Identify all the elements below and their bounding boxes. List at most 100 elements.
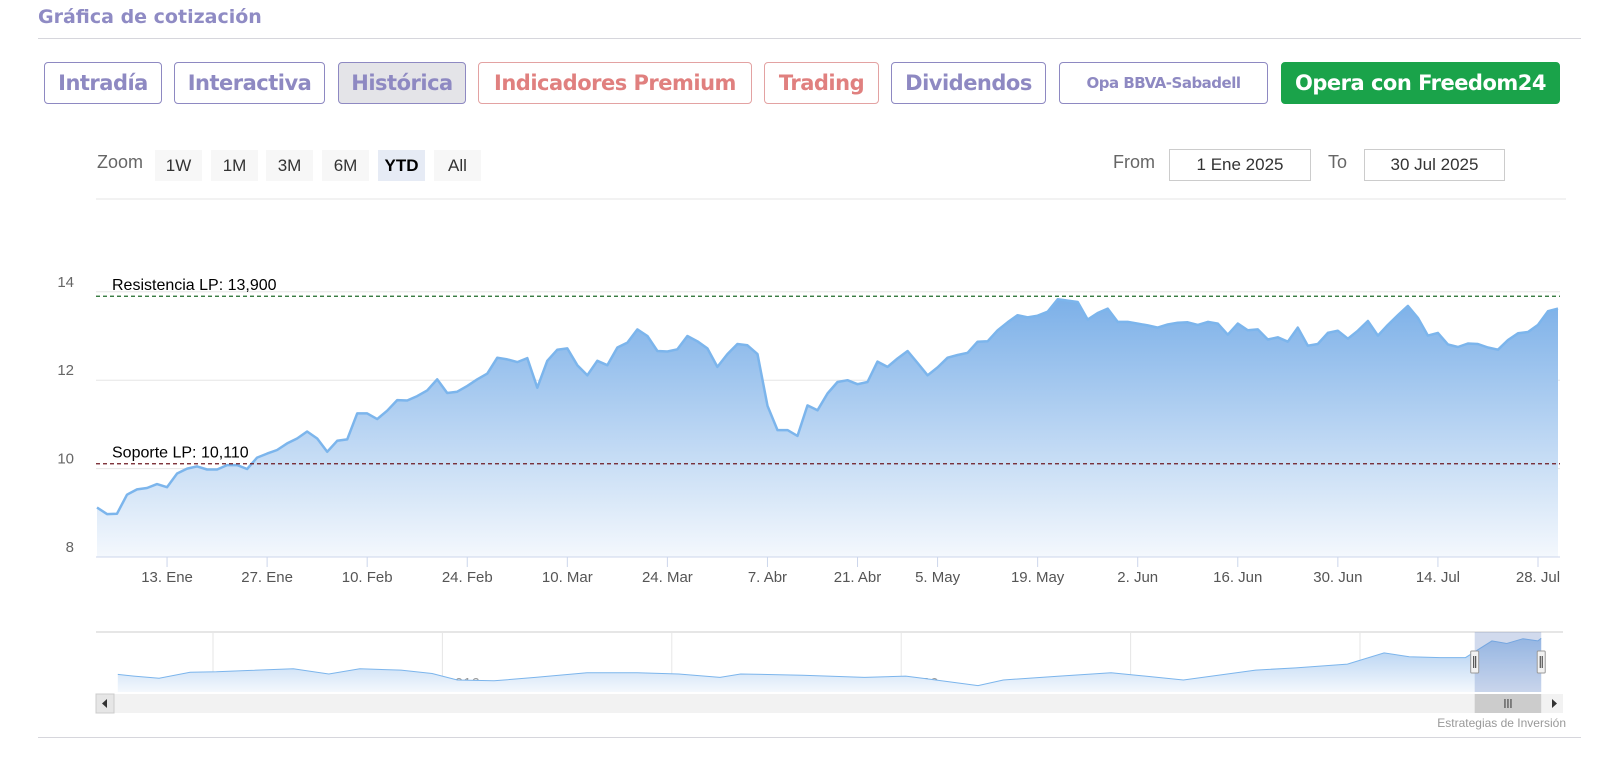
data-point	[916, 361, 920, 365]
data-point	[635, 327, 639, 331]
data-point	[145, 486, 149, 490]
data-point	[475, 377, 479, 381]
data-point	[405, 399, 409, 403]
data-point	[1106, 307, 1110, 311]
data-point	[1546, 309, 1550, 313]
data-point	[425, 388, 429, 392]
navigator-right-handle[interactable]	[1536, 650, 1546, 674]
data-point	[465, 384, 469, 388]
data-point	[1516, 331, 1520, 335]
data-point	[1536, 323, 1540, 327]
data-point	[1016, 313, 1020, 317]
data-point	[725, 352, 729, 356]
tab-dividendos[interactable]: Dividendos	[891, 62, 1046, 104]
from-label: From	[1113, 152, 1155, 172]
data-point	[365, 411, 369, 415]
x-tick-label: 19. May	[1011, 569, 1065, 586]
data-point	[1166, 323, 1170, 327]
navigator-left-handle[interactable]	[1470, 650, 1480, 674]
data-point	[95, 505, 99, 509]
tab-interactiva[interactable]: Interactiva	[174, 62, 325, 104]
navigator[interactable]: 201420162018202020222024	[96, 631, 1563, 692]
data-point	[295, 437, 299, 441]
x-tick-label: 27. Ene	[241, 569, 293, 586]
data-point	[856, 382, 860, 386]
data-point	[585, 373, 589, 377]
data-point	[595, 359, 599, 363]
data-point	[495, 356, 499, 360]
scroll-right-button[interactable]	[1545, 694, 1563, 713]
bottom-divider	[38, 737, 1581, 738]
data-point	[1326, 331, 1330, 335]
zoom-1w-button[interactable]: 1W	[155, 150, 202, 181]
data-point	[1236, 322, 1240, 326]
scrollbar[interactable]	[95, 693, 1563, 714]
data-point	[345, 437, 349, 441]
data-point	[115, 512, 119, 516]
data-point	[535, 386, 539, 390]
data-point	[1346, 337, 1350, 341]
data-point	[665, 349, 669, 353]
tab-indicadores-premium[interactable]: Indicadores Premium	[478, 62, 752, 104]
title-divider	[38, 38, 1581, 39]
data-point	[435, 377, 439, 381]
data-point	[936, 365, 940, 369]
navigator-selection[interactable]	[1474, 632, 1542, 692]
data-point	[1486, 345, 1490, 349]
tab-intradia[interactable]: Intradía	[44, 62, 162, 104]
data-point	[1506, 338, 1510, 342]
data-point	[1146, 323, 1150, 327]
data-point	[305, 429, 309, 433]
data-point	[976, 340, 980, 344]
zoom-1m-button[interactable]: 1M	[211, 150, 258, 181]
data-point	[1356, 329, 1360, 333]
x-tick-label: 7. Abr	[748, 569, 787, 586]
data-point	[1376, 334, 1380, 338]
opera-freedom24-button[interactable]: Opera con Freedom24	[1281, 62, 1560, 104]
data-point	[1096, 311, 1100, 315]
data-point	[605, 363, 609, 367]
tab-opa-bbva-sabadell[interactable]: Opa BBVA-Sabadell	[1059, 62, 1268, 104]
data-point	[165, 485, 169, 489]
data-point	[455, 390, 459, 394]
data-point	[185, 467, 189, 471]
data-point	[1056, 297, 1060, 301]
data-point	[335, 439, 339, 443]
x-tick-label: 10. Feb	[342, 569, 393, 586]
tab-historica[interactable]: Histórica	[338, 62, 466, 104]
data-point	[315, 437, 319, 441]
data-point	[125, 493, 129, 497]
credits: Estrategias de Inversión	[1437, 716, 1566, 730]
zoom-6m-button[interactable]: 6M	[322, 150, 369, 181]
from-date-input[interactable]: 1 Ene 2025	[1169, 149, 1311, 181]
data-point	[515, 360, 519, 364]
data-point	[1286, 340, 1290, 344]
data-point	[215, 467, 219, 471]
data-point	[205, 467, 209, 471]
x-tick-label: 5. May	[915, 569, 961, 586]
zoom-all-button[interactable]: All	[434, 150, 481, 181]
x-tick-label: 28. Jul	[1516, 569, 1560, 586]
data-point	[1176, 321, 1180, 325]
data-point	[505, 357, 509, 361]
y-tick-label: 10	[57, 451, 74, 468]
data-point	[1446, 342, 1450, 346]
data-point	[175, 471, 179, 475]
tab-trading[interactable]: Trading	[764, 62, 879, 104]
data-point	[1466, 342, 1470, 346]
zoom-3m-button[interactable]: 3M	[266, 150, 313, 181]
data-point	[846, 378, 850, 382]
zoom-ytd-button[interactable]: YTD	[378, 150, 425, 181]
to-date-input[interactable]: 30 Jul 2025	[1364, 149, 1505, 181]
support-label: Soporte LP: 10,110	[112, 445, 249, 462]
data-point	[1196, 323, 1200, 327]
x-tick-label: 21. Abr	[834, 569, 882, 586]
data-point	[1416, 316, 1420, 320]
data-point	[445, 391, 449, 395]
zoom-label: Zoom	[97, 152, 144, 172]
data-point	[1396, 313, 1400, 317]
scroll-left-button[interactable]	[95, 693, 115, 714]
data-point	[135, 487, 139, 491]
data-point	[1366, 319, 1370, 323]
data-point	[645, 334, 649, 338]
